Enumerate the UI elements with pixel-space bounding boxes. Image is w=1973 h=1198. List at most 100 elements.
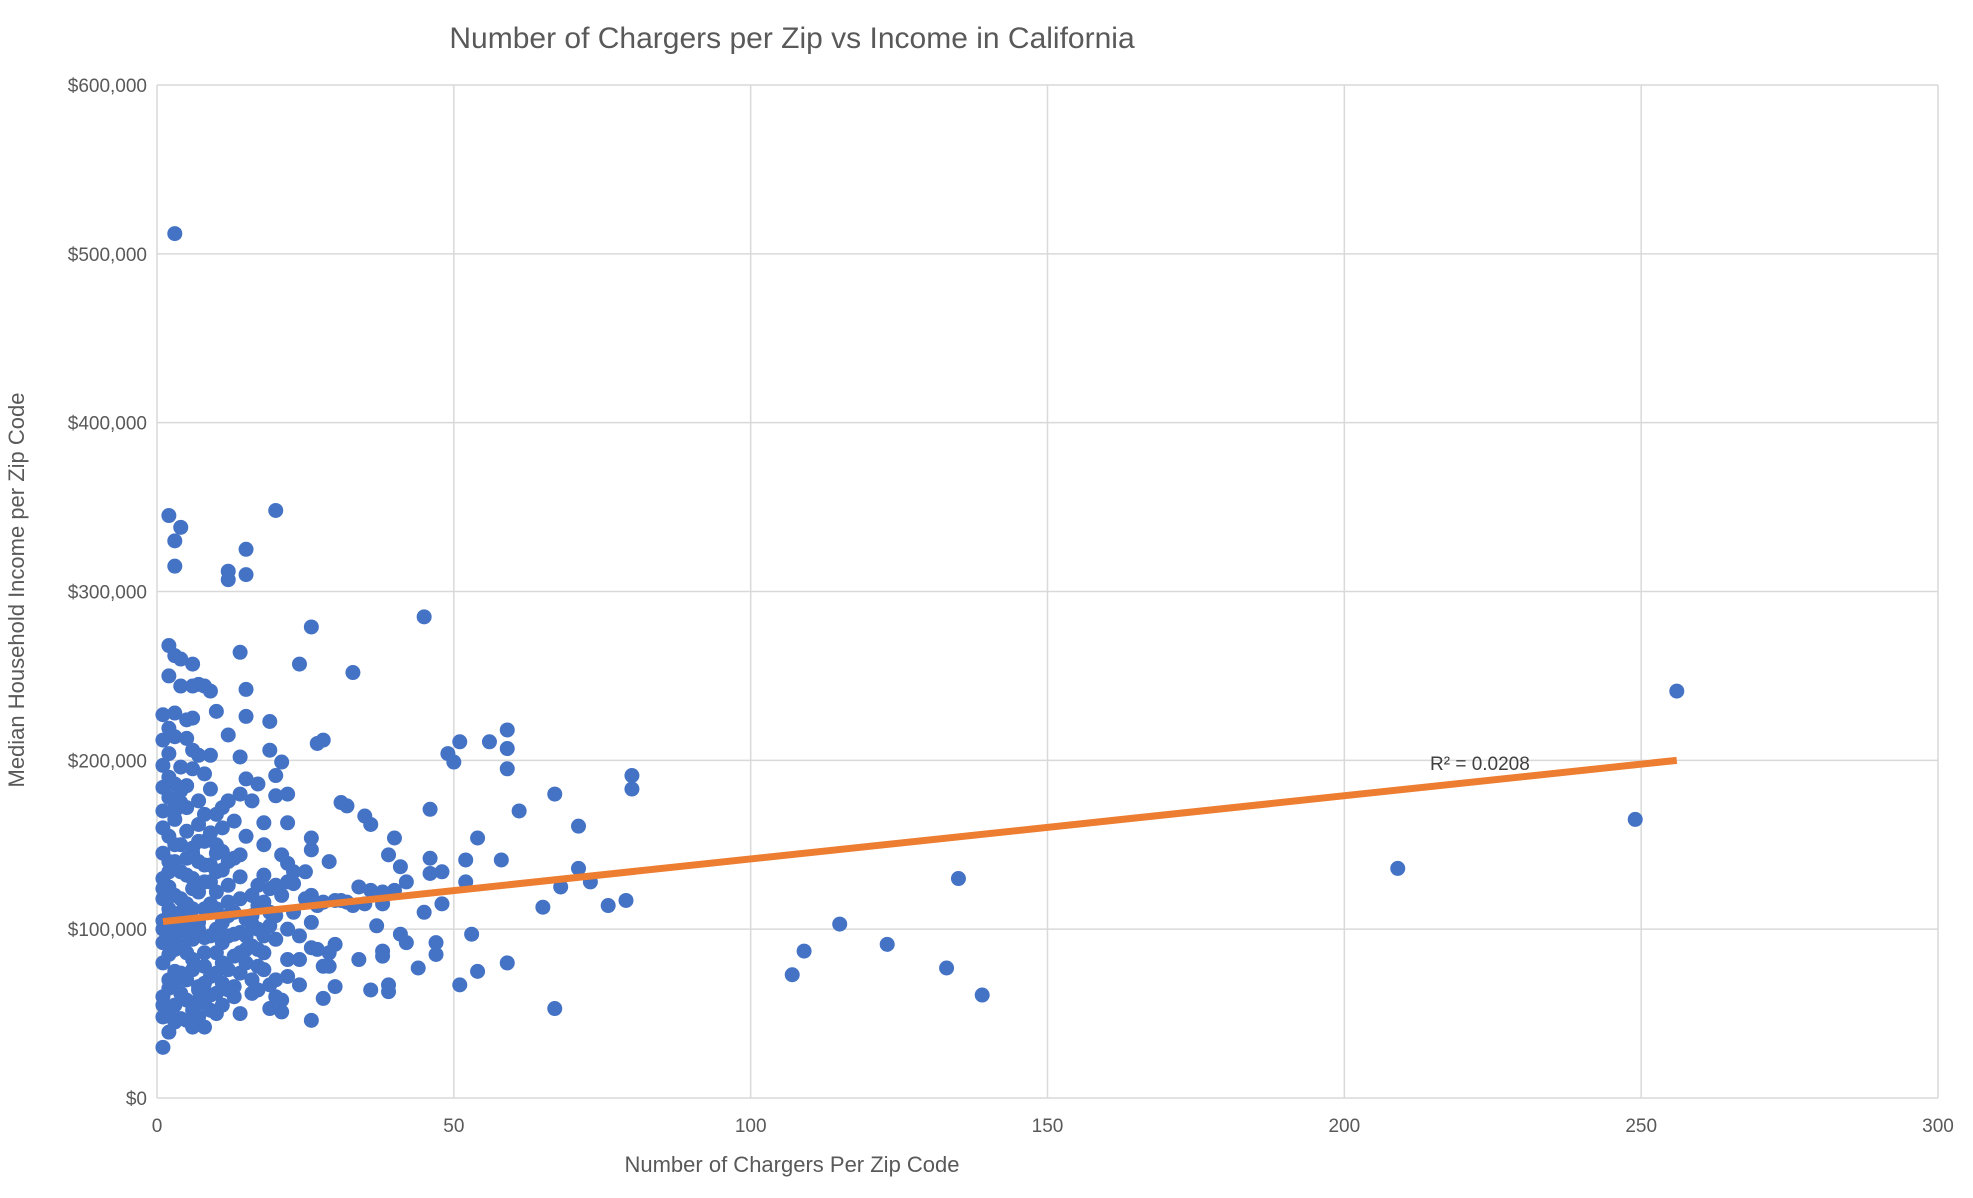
data-point [416, 904, 432, 920]
data-point [571, 860, 587, 876]
data-point [202, 683, 218, 699]
data-point [208, 703, 224, 719]
data-point [179, 850, 195, 866]
x-axis-label: Number of Chargers Per Zip Code [624, 1152, 959, 1177]
data-point [375, 948, 391, 964]
data-point [974, 987, 990, 1003]
x-axis-ticks: 0 50 100 150 200 250 300 [152, 1116, 1954, 1137]
y-tick-label: $0 [126, 1089, 147, 1110]
data-point [238, 708, 254, 724]
data-point [547, 786, 563, 802]
data-point [202, 747, 218, 763]
data-point [458, 852, 474, 868]
x-tick-label: 200 [1328, 1116, 1360, 1137]
data-point [268, 989, 284, 1005]
data-point [214, 997, 230, 1013]
r-squared-label: R² = 0.0208 [1430, 754, 1530, 775]
data-point [155, 757, 171, 773]
data-point [303, 1012, 319, 1028]
data-point [624, 768, 640, 784]
data-point [232, 945, 248, 961]
data-point [179, 1012, 195, 1028]
data-point [464, 926, 480, 942]
data-point [208, 965, 224, 981]
data-point [226, 813, 242, 829]
data-point [303, 830, 319, 846]
data-point [173, 759, 189, 775]
x-tick-label: 50 [443, 1116, 464, 1137]
data-point [155, 1009, 171, 1025]
data-point [428, 946, 444, 962]
data-point [499, 722, 515, 738]
data-point [244, 985, 260, 1001]
data-point [179, 823, 195, 839]
data-point [321, 945, 337, 961]
data-point [238, 681, 254, 697]
data-points [155, 226, 1685, 1055]
data-point [386, 830, 402, 846]
data-point [196, 901, 212, 917]
y-axis-label: Median Household Income per Zip Code [4, 392, 29, 787]
data-point [220, 727, 236, 743]
data-point [202, 857, 218, 873]
data-point [167, 226, 183, 242]
data-point [434, 896, 450, 912]
data-point [327, 979, 343, 995]
data-point [535, 899, 551, 915]
data-point [422, 850, 438, 866]
chart-title: Number of Chargers per Zip vs Income in … [449, 22, 1135, 55]
data-point [351, 879, 367, 895]
gridlines [156, 84, 1939, 1099]
data-point [280, 952, 296, 968]
data-point [167, 941, 183, 957]
data-point [339, 798, 355, 814]
data-point [244, 793, 260, 809]
data-point [196, 945, 212, 961]
data-point [369, 918, 385, 934]
data-point [191, 992, 207, 1008]
data-point [303, 914, 319, 930]
data-point [155, 997, 171, 1013]
data-point [624, 781, 640, 797]
data-point [202, 781, 218, 797]
data-point [202, 928, 218, 944]
data-point [161, 508, 177, 524]
y-tick-label: $100,000 [68, 920, 147, 941]
data-point [185, 656, 201, 672]
data-point [191, 1009, 207, 1025]
y-tick-label: $600,000 [68, 76, 147, 97]
y-tick-label: $400,000 [68, 414, 147, 435]
data-point [191, 833, 207, 849]
x-tick-label: 0 [152, 1116, 163, 1137]
data-point [303, 619, 319, 635]
data-point [280, 968, 296, 984]
data-point [428, 935, 444, 951]
data-point [220, 928, 236, 944]
data-point [220, 572, 236, 588]
data-point [315, 990, 331, 1006]
data-point [422, 865, 438, 881]
data-point [571, 818, 587, 834]
data-point [173, 965, 189, 981]
data-point [499, 741, 515, 757]
data-point [167, 837, 183, 853]
data-point [196, 766, 212, 782]
data-point [618, 892, 634, 908]
data-point [499, 761, 515, 777]
data-point [280, 786, 296, 802]
data-point [161, 668, 177, 684]
data-point [470, 830, 486, 846]
data-point [238, 828, 254, 844]
data-point [398, 935, 414, 951]
data-point [274, 1004, 290, 1020]
data-point [481, 734, 497, 750]
data-point [232, 891, 248, 907]
data-point [185, 921, 201, 937]
data-point [268, 931, 284, 947]
y-tick-label: $300,000 [68, 583, 147, 604]
data-point [879, 936, 895, 952]
data-point [309, 941, 325, 957]
data-point [238, 567, 254, 583]
data-point [179, 896, 195, 912]
data-point [155, 707, 171, 723]
